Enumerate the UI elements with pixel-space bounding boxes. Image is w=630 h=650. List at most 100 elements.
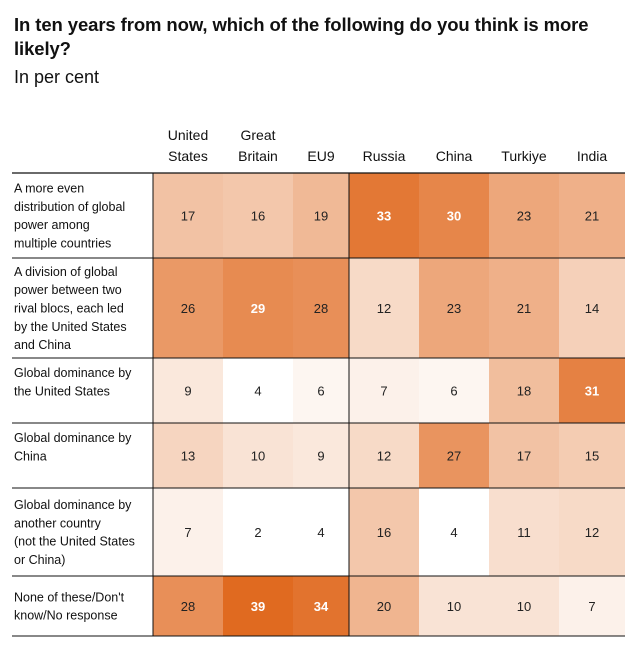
heatmap-cell xyxy=(559,358,625,423)
row-label: power between two xyxy=(14,283,122,297)
row-label: Global dominance by xyxy=(14,366,132,380)
heatmap-cell xyxy=(349,258,419,358)
row-label: another country xyxy=(14,516,102,530)
row-label: A more even xyxy=(14,182,84,196)
cell-value: 7 xyxy=(184,525,191,540)
heatmap-cell xyxy=(489,258,559,358)
cell-value: 21 xyxy=(517,301,531,316)
cell-value: 9 xyxy=(184,384,191,399)
cell-value: 23 xyxy=(447,301,461,316)
cell-value: 26 xyxy=(181,301,195,316)
row-label: the United States xyxy=(14,384,110,398)
col-label: Britain xyxy=(238,148,278,164)
cell-value: 20 xyxy=(377,599,391,614)
row-label: Global dominance by xyxy=(14,498,132,512)
cell-value: 17 xyxy=(517,449,531,464)
row-label: (not the United States xyxy=(14,535,135,549)
cell-value: 6 xyxy=(450,384,457,399)
cell-value: 28 xyxy=(181,599,195,614)
heatmap-cell xyxy=(153,488,223,576)
heatmap-cell xyxy=(293,258,349,358)
cell-value: 28 xyxy=(314,301,328,316)
heatmap-cell xyxy=(293,488,349,576)
row-label: A division of global xyxy=(14,265,118,279)
cell-value: 34 xyxy=(314,599,329,614)
heatmap-cell xyxy=(223,173,293,258)
heatmap-cell xyxy=(293,358,349,423)
cell-value: 4 xyxy=(254,384,261,399)
heatmap-cell xyxy=(349,358,419,423)
cell-value: 2 xyxy=(254,525,261,540)
heatmap-cell xyxy=(419,488,489,576)
heatmap-cell xyxy=(293,173,349,258)
cell-value: 12 xyxy=(585,525,599,540)
heatmap-cell xyxy=(349,173,419,258)
cell-value: 9 xyxy=(317,449,324,464)
heatmap-cell xyxy=(559,576,625,636)
cell-value: 16 xyxy=(251,209,265,224)
cell-value: 10 xyxy=(517,599,531,614)
cell-value: 27 xyxy=(447,449,461,464)
cell-value: 17 xyxy=(181,209,195,224)
heatmap-cell xyxy=(153,358,223,423)
col-label: United xyxy=(168,127,208,143)
cell-value: 4 xyxy=(450,525,457,540)
cell-value: 18 xyxy=(517,384,531,399)
cell-value: 23 xyxy=(517,209,531,224)
heatmap-cell xyxy=(153,576,223,636)
row-label: by the United States xyxy=(14,320,127,334)
heatmap-cell xyxy=(349,423,419,488)
cell-value: 13 xyxy=(181,449,195,464)
heatmap-cell xyxy=(419,358,489,423)
cell-value: 7 xyxy=(380,384,387,399)
heatmap-cell xyxy=(489,358,559,423)
row-label: Global dominance by xyxy=(14,431,132,445)
cell-value: 16 xyxy=(377,525,391,540)
heatmap-cell xyxy=(223,258,293,358)
heatmap-cell xyxy=(559,488,625,576)
cell-value: 19 xyxy=(314,209,328,224)
heatmap-cell xyxy=(489,576,559,636)
heatmap-cell xyxy=(419,576,489,636)
col-label: India xyxy=(577,148,608,164)
cell-value: 21 xyxy=(585,209,599,224)
cell-value: 33 xyxy=(377,209,391,224)
row-label: multiple countries xyxy=(14,236,111,250)
heatmap-cell xyxy=(419,173,489,258)
row-label: and China xyxy=(14,338,71,352)
heatmap-cell xyxy=(559,258,625,358)
row-label: China xyxy=(14,449,47,463)
heatmap-cell xyxy=(419,423,489,488)
heatmap-cell xyxy=(349,488,419,576)
col-label: Russia xyxy=(363,148,406,164)
cell-value: 7 xyxy=(588,599,595,614)
heatmap-cell xyxy=(559,423,625,488)
heatmap-cell xyxy=(489,423,559,488)
cell-value: 39 xyxy=(251,599,265,614)
chart-title: In ten years from now, which of the foll… xyxy=(14,14,589,59)
heatmap-cell xyxy=(419,258,489,358)
heatmap-cell xyxy=(559,173,625,258)
cell-value: 12 xyxy=(377,449,391,464)
row-label: power among xyxy=(14,218,90,232)
heatmap-cell xyxy=(153,258,223,358)
col-label: Great xyxy=(240,127,275,143)
heatmap-cell xyxy=(489,173,559,258)
heatmap-cell xyxy=(223,576,293,636)
row-label: know/No response xyxy=(14,609,118,623)
cell-value: 6 xyxy=(317,384,324,399)
heatmap-cell xyxy=(153,423,223,488)
chart-subtitle: In per cent xyxy=(14,67,100,87)
row-label: None of these/Don't xyxy=(14,590,125,604)
cell-value: 15 xyxy=(585,449,599,464)
col-label: China xyxy=(436,148,473,164)
cell-value: 4 xyxy=(317,525,324,540)
cell-value: 30 xyxy=(447,209,461,224)
row-label: distribution of global xyxy=(14,200,125,214)
cell-value: 11 xyxy=(517,525,531,540)
cell-value: 31 xyxy=(585,384,599,399)
heatmap-cell xyxy=(349,576,419,636)
cell-value: 12 xyxy=(377,301,391,316)
heatmap-cell xyxy=(293,423,349,488)
